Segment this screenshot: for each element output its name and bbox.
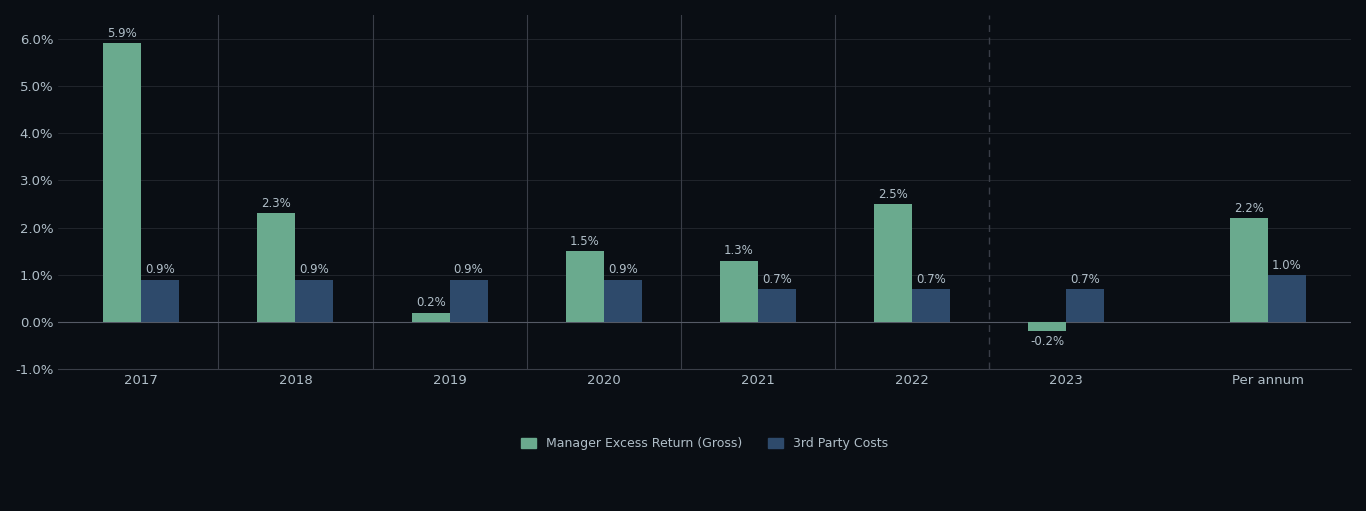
- Text: 1.3%: 1.3%: [724, 244, 754, 258]
- Text: 0.7%: 0.7%: [917, 273, 947, 286]
- Text: 0.7%: 0.7%: [1071, 273, 1100, 286]
- Text: 0.2%: 0.2%: [415, 296, 445, 309]
- Text: 0.7%: 0.7%: [762, 273, 792, 286]
- Text: 0.9%: 0.9%: [145, 263, 175, 276]
- Bar: [874, 204, 912, 322]
- Legend: Manager Excess Return (Gross), 3rd Party Costs: Manager Excess Return (Gross), 3rd Party…: [516, 432, 893, 455]
- Bar: [295, 280, 333, 322]
- Bar: [758, 289, 796, 322]
- Text: 0.9%: 0.9%: [454, 263, 484, 276]
- Text: 2.3%: 2.3%: [262, 197, 291, 210]
- Bar: [104, 43, 141, 322]
- Bar: [604, 280, 642, 322]
- Bar: [257, 214, 295, 322]
- Bar: [141, 280, 179, 322]
- Bar: [1229, 218, 1268, 322]
- Text: 0.9%: 0.9%: [608, 263, 638, 276]
- Text: 1.5%: 1.5%: [570, 235, 600, 248]
- Text: 5.9%: 5.9%: [108, 27, 137, 40]
- Text: -0.2%: -0.2%: [1030, 335, 1064, 348]
- Text: 2.5%: 2.5%: [878, 188, 908, 201]
- Bar: [1067, 289, 1104, 322]
- Text: 0.9%: 0.9%: [299, 263, 329, 276]
- Bar: [1268, 275, 1306, 322]
- Bar: [449, 280, 488, 322]
- Bar: [566, 251, 604, 322]
- Bar: [1029, 322, 1067, 332]
- Text: 2.2%: 2.2%: [1233, 202, 1264, 215]
- Bar: [411, 313, 449, 322]
- Bar: [912, 289, 951, 322]
- Bar: [720, 261, 758, 322]
- Text: 1.0%: 1.0%: [1272, 259, 1302, 271]
